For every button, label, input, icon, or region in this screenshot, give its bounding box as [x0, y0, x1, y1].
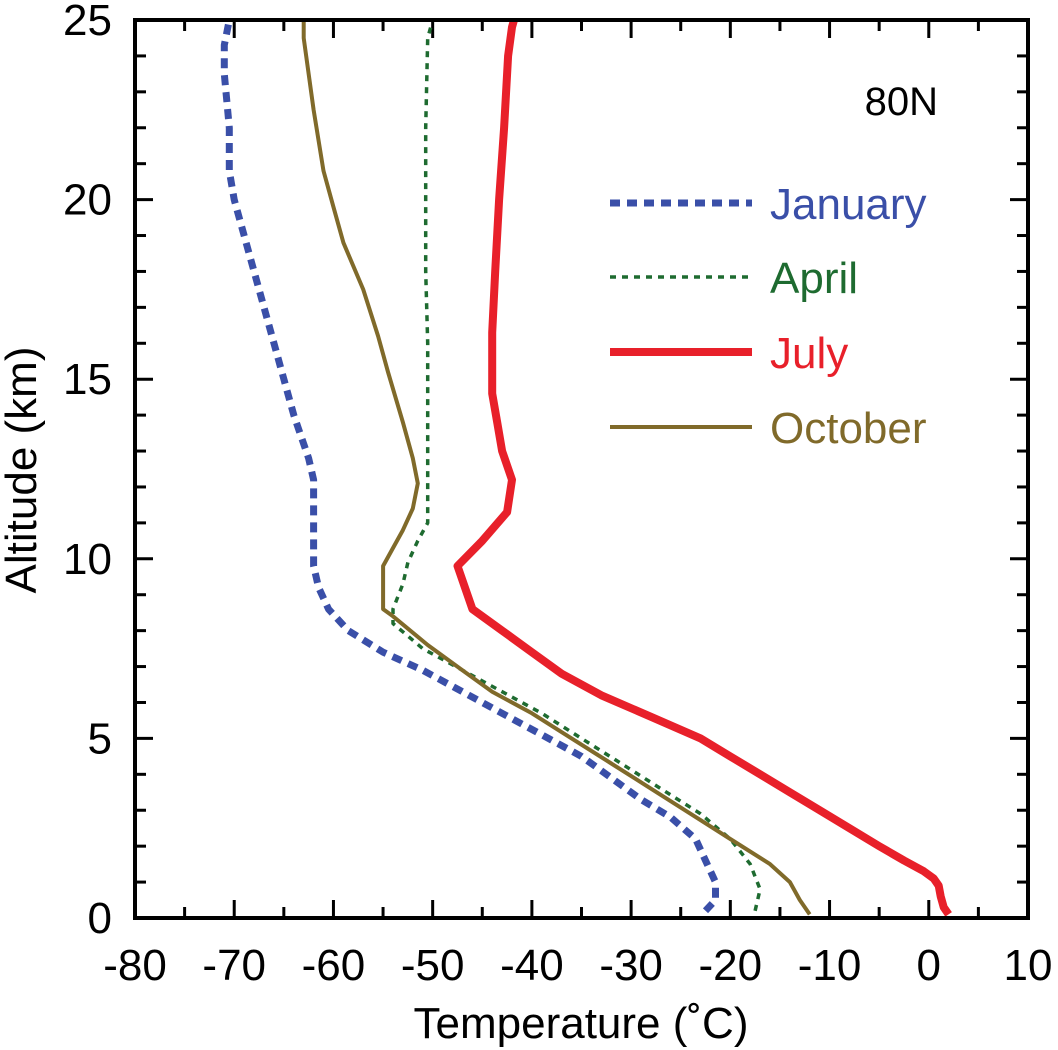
x-tick-label: 0: [917, 941, 941, 990]
series-line-april: [391, 20, 762, 912]
series-lines: [220, 20, 952, 917]
x-tick-label: -60: [302, 941, 366, 990]
y-tick-label: 20: [63, 176, 112, 225]
x-tick-label: 10: [1004, 941, 1053, 990]
legend-label-october: October: [770, 404, 927, 453]
y-tick-label: 0: [88, 894, 112, 943]
x-tick-label: -20: [699, 941, 763, 990]
series-line-january: [220, 20, 719, 914]
x-tick-label: -30: [599, 941, 663, 990]
legend: January April July October: [610, 180, 927, 453]
x-tick-label: -40: [500, 941, 564, 990]
series-line-july: [453, 20, 952, 917]
y-tick-labels: 0 5 10 15 20 25: [63, 0, 112, 943]
y-axis-title: Altitude (km): [0, 347, 46, 594]
x-axis-title: Temperature (˚C): [414, 999, 749, 1048]
x-tick-labels: -80 -70 -60 -50 -40 -30 -20 -10 0 10: [103, 941, 1052, 990]
y-tick-label: 25: [63, 0, 112, 45]
legend-label-april: April: [770, 254, 858, 303]
x-tick-label: -70: [202, 941, 266, 990]
legend-label-january: January: [770, 180, 927, 229]
x-tick-label: -10: [798, 941, 862, 990]
x-tick-label: -50: [401, 941, 465, 990]
y-tick-label: 10: [63, 535, 112, 584]
x-tick-label: -80: [103, 941, 167, 990]
plot-frame: [133, 18, 1030, 920]
y-tick-label: 15: [63, 355, 112, 404]
axis-ticks: [133, 18, 1030, 920]
legend-label-july: July: [770, 329, 848, 378]
series-line-october: [301, 20, 812, 916]
y-tick-label: 5: [88, 714, 112, 763]
annotation-label: 80N: [865, 80, 938, 124]
